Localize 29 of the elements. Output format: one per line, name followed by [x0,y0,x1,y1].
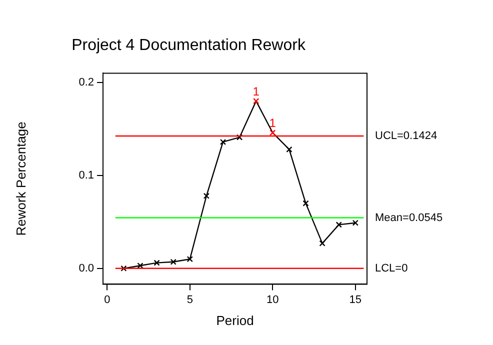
point [120,265,127,272]
ref-line-label: Mean=0.0545 [375,212,443,224]
chart-title: Project 4 Documentation Rework [72,37,306,54]
point [253,98,260,104]
point [170,258,176,265]
point [154,260,160,266]
x-tick-label: 5 [186,294,193,306]
point [302,200,309,206]
point [286,146,292,152]
x-tick-label: 0 [104,294,110,306]
point [270,130,276,136]
x-axis-title: Period [216,312,254,328]
annotation: 1 [269,116,276,130]
y-tick-label: 0.1 [78,169,94,182]
y-tick-label: 0.2 [78,76,94,89]
point [203,192,210,199]
x-tick-label: 15 [349,294,362,306]
point [236,134,243,140]
point [352,220,358,226]
point [186,256,193,262]
ref-line-label: UCL=0.1424 [375,130,438,142]
x-tick-label: 10 [266,294,279,306]
point [220,138,226,146]
y-axis-title: Rework Percentage [13,122,28,236]
y-tick-label: 0.0 [78,262,94,274]
annotation: 1 [252,84,260,98]
point [336,222,342,228]
point [319,240,326,246]
ref-line-label: LCL=0 [375,262,408,274]
